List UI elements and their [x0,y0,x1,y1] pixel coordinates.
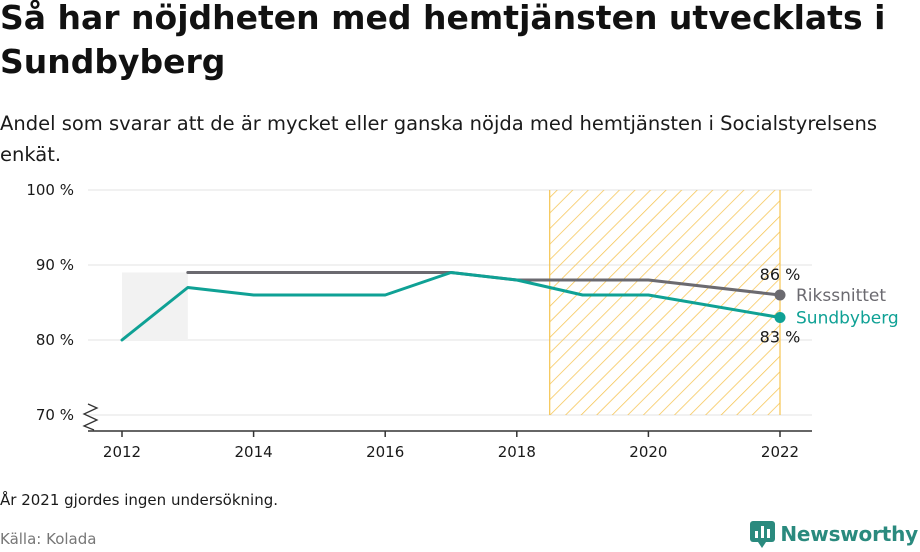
brand-logo: Newsworthy [750,519,918,549]
series-name-sundbyberg: Sundbyberg [796,309,899,329]
highlight-region [122,190,781,415]
y-tick-label: 90 % [36,256,74,274]
value-label-sundbyberg: 83 % [760,328,801,347]
series-lines [120,271,786,342]
brand-name: Newsworthy [780,522,918,546]
end-point-rikssnittet [774,289,786,301]
y-tick-label: 80 % [36,331,74,349]
highlight-hatch [549,190,780,415]
shaded-block [122,272,188,340]
y-tick-label: 70 % [36,406,74,424]
value-label-rikssnittet: 86 % [760,265,801,284]
x-tick-label: 2022 [761,443,799,461]
series-name-rikssnittet: Rikssnittet [796,286,886,306]
chart-title: Så har nöjdheten med hemtjänsten utveckl… [0,0,886,81]
chart-subtitle: Andel som svarar att de är mycket eller … [0,112,878,166]
end-point-sundbyberg [774,312,786,323]
axes: 70 % 80 % 90 % 100 % 2012 2014 2016 2018 2020 202… [26,181,812,461]
axis-break-icon [82,403,99,431]
newsworthy-logo-icon [750,521,776,548]
x-tick-label: 2016 [366,443,404,461]
footnote: År 2021 gjordes ingen undersökning. [0,491,279,509]
x-tick-label: 2012 [103,443,141,461]
x-tick-label: 2018 [498,443,536,461]
series-line-sundbyberg [120,271,782,342]
x-tick-label: 2014 [235,443,273,461]
x-tick-label: 2020 [629,443,667,461]
source-note: Källa: Kolada [0,530,97,548]
line-chart: 70 % 80 % 90 % 100 % 2012 2014 2016 2018 2020 202… [26,181,899,461]
y-tick-label: 100 % [26,181,74,199]
